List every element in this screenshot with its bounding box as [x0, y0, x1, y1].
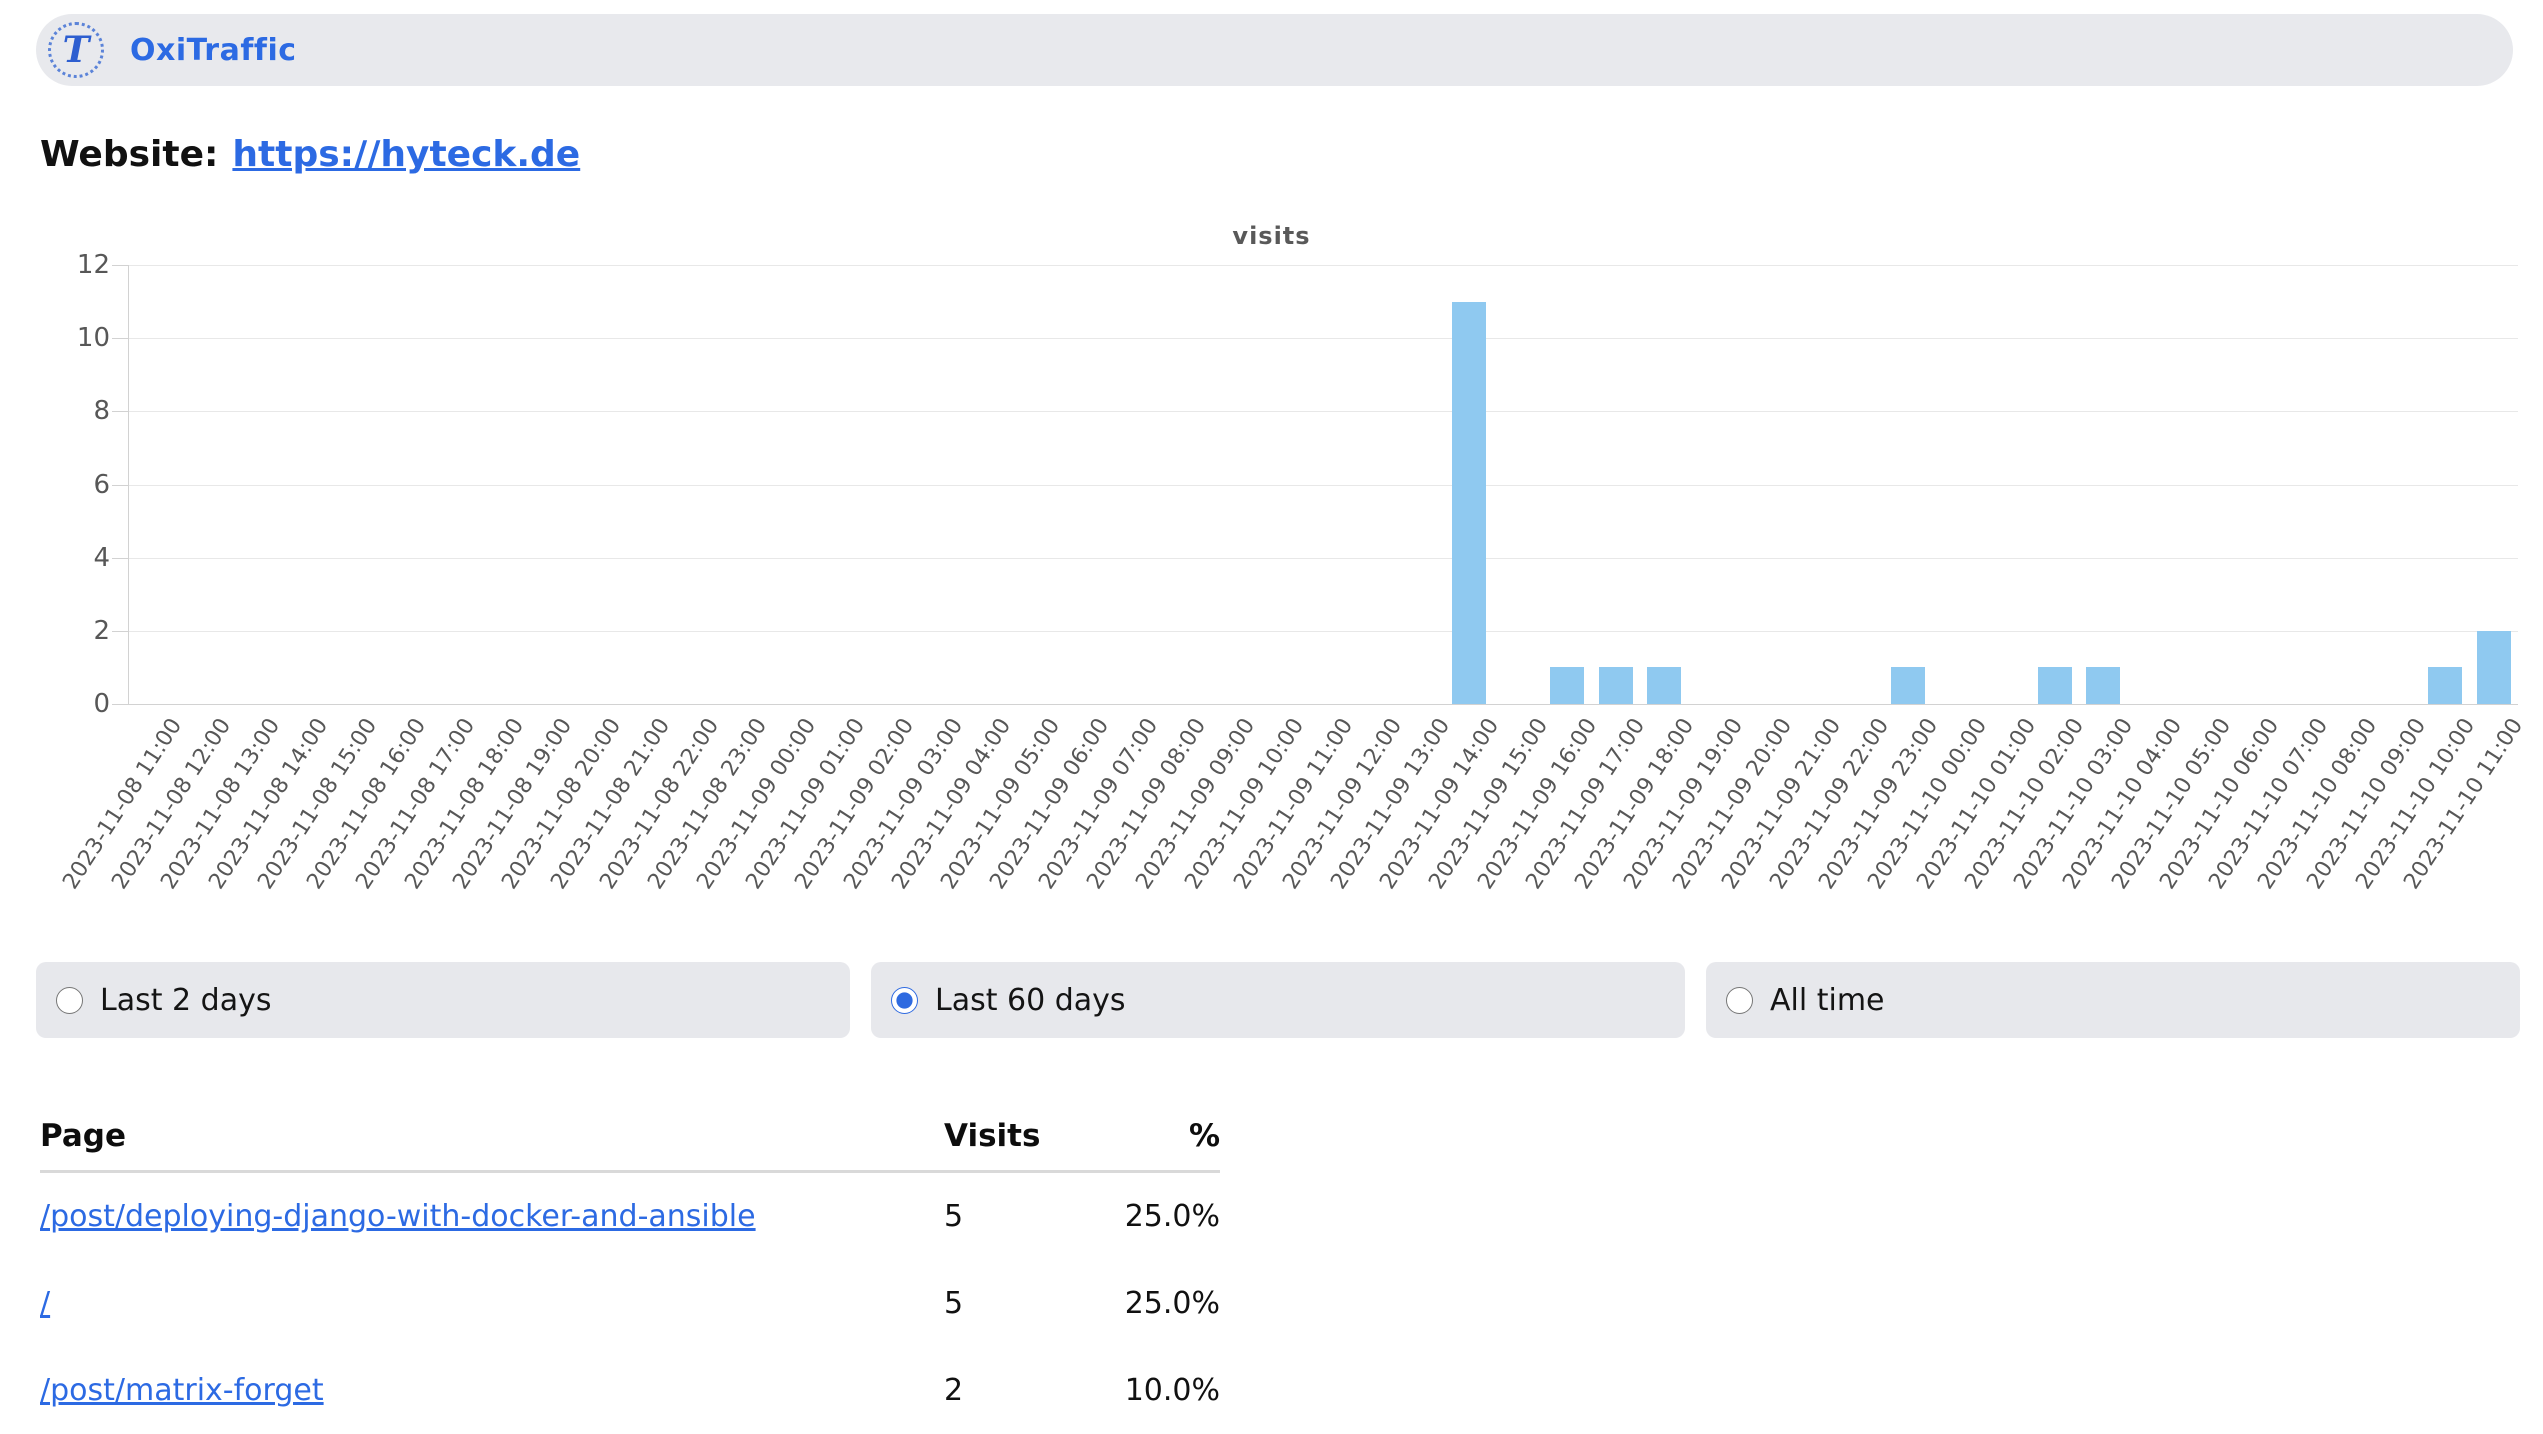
range-radio-last-60-days[interactable]	[891, 986, 918, 1014]
page-link[interactable]: /post/matrix-forget	[40, 1373, 324, 1408]
range-selector: Last 2 days Last 60 days All time	[36, 962, 2520, 1038]
page-cell: /	[40, 1260, 944, 1347]
page-link[interactable]: /post/deploying-django-with-docker-and-a…	[40, 1199, 756, 1234]
column-header-visits: Visits	[944, 1104, 1075, 1173]
range-option-last-2-days[interactable]: Last 2 days	[36, 962, 850, 1038]
y-tick-mark	[112, 265, 128, 266]
gridline	[128, 411, 2518, 413]
website-link[interactable]: https://hyteck.de	[232, 134, 581, 175]
page-cell: /post/deploying-django-with-docker-and-a…	[40, 1172, 944, 1261]
visits-bar	[2037, 667, 2072, 704]
table-header-row: Page Visits %	[40, 1104, 1220, 1173]
app-title: OxiTraffic	[130, 32, 297, 68]
visits-cell: 5	[944, 1199, 964, 1234]
visits-cell: 5	[944, 1286, 964, 1321]
logo-icon: T	[48, 22, 104, 78]
website-label: Website:	[40, 134, 219, 175]
y-tick-mark	[112, 557, 128, 559]
y-tick-label: 0	[93, 689, 110, 719]
visits-bar	[1647, 667, 1682, 704]
table-row: /post/deploying-django-with-docker-and-a…	[40, 1172, 1220, 1261]
visits-bar	[1549, 667, 1584, 704]
table-row: /post/matrix-forget 2 10.0%	[40, 1347, 1220, 1434]
gridline	[128, 265, 2518, 266]
y-tick-label: 8	[93, 396, 110, 427]
range-radio-all-time[interactable]	[1726, 986, 1753, 1014]
gridline	[128, 630, 2518, 632]
percent-cell: 10.0%	[1124, 1373, 1220, 1408]
column-header-percent: %	[1075, 1104, 1220, 1173]
visits-bar	[2476, 630, 2511, 704]
page-cell: /post/matrix-forget	[40, 1347, 944, 1434]
y-tick-mark	[112, 338, 128, 340]
column-header-page: Page	[40, 1104, 944, 1173]
y-tick-label: 6	[93, 469, 110, 500]
y-tick-label: 4	[93, 542, 110, 573]
visits-bar	[2427, 667, 2462, 704]
percent-cell: 25.0%	[1124, 1199, 1220, 1234]
visits-bar	[1891, 667, 1926, 704]
gridline	[128, 338, 2518, 340]
y-axis-line	[128, 265, 129, 704]
y-tick-mark	[112, 411, 128, 413]
gridline	[128, 484, 2518, 486]
website-heading: Website: https://hyteck.de	[40, 134, 580, 175]
y-tick-label: 2	[93, 615, 110, 646]
app-header: T OxiTraffic	[36, 14, 2513, 86]
range-option-all-time[interactable]: All time	[1706, 962, 2520, 1038]
y-tick-label: 10	[76, 323, 110, 354]
gridline	[128, 704, 2518, 705]
page-link[interactable]: /	[40, 1286, 51, 1321]
y-tick-mark	[112, 484, 128, 486]
visits-bar	[1598, 667, 1633, 704]
visits-bar	[2086, 667, 2121, 704]
range-radio-last-2-days[interactable]	[56, 986, 83, 1014]
y-tick-label: 12	[76, 250, 110, 280]
table-row: / 5 25.0%	[40, 1260, 1220, 1347]
visits-cell: 2	[944, 1373, 964, 1408]
visits-bar	[1452, 301, 1487, 704]
percent-cell: 25.0%	[1124, 1286, 1220, 1321]
range-label: Last 2 days	[100, 982, 272, 1018]
range-label: All time	[1770, 982, 1885, 1018]
y-tick-mark	[112, 630, 128, 632]
chart-title: visits	[1232, 222, 1311, 250]
range-option-last-60-days[interactable]: Last 60 days	[871, 962, 1685, 1038]
range-label: Last 60 days	[935, 982, 1126, 1018]
logo-glyph: T	[62, 29, 90, 71]
pages-table: Page Visits % /post/deploying-django-wit…	[40, 1104, 1220, 1434]
y-tick-mark	[112, 704, 128, 705]
gridline	[128, 557, 2518, 559]
